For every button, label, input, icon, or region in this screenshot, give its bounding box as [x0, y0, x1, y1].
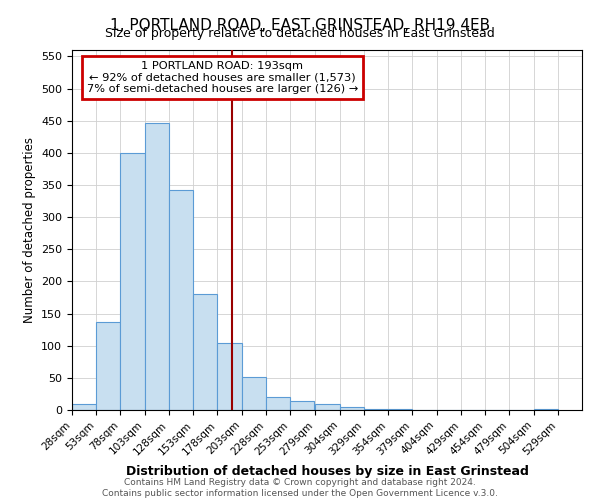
- Text: Contains HM Land Registry data © Crown copyright and database right 2024.
Contai: Contains HM Land Registry data © Crown c…: [102, 478, 498, 498]
- Bar: [193, 294, 217, 410]
- Y-axis label: Number of detached properties: Number of detached properties: [23, 137, 35, 323]
- Bar: [121, 153, 145, 410]
- Bar: [340, 407, 364, 410]
- Text: 1, PORTLAND ROAD, EAST GRINSTEAD, RH19 4EB: 1, PORTLAND ROAD, EAST GRINSTEAD, RH19 4…: [110, 18, 490, 32]
- Bar: [242, 376, 266, 410]
- Bar: [169, 190, 193, 410]
- X-axis label: Distribution of detached houses by size in East Grinstead: Distribution of detached houses by size …: [125, 465, 529, 478]
- Bar: [533, 408, 558, 410]
- Bar: [72, 404, 96, 410]
- Text: 1 PORTLAND ROAD: 193sqm
← 92% of detached houses are smaller (1,573)
7% of semi-: 1 PORTLAND ROAD: 193sqm ← 92% of detache…: [87, 61, 358, 94]
- Bar: [364, 408, 388, 410]
- Text: Size of property relative to detached houses in East Grinstead: Size of property relative to detached ho…: [105, 28, 495, 40]
- Bar: [217, 342, 242, 410]
- Bar: [266, 397, 290, 410]
- Bar: [290, 401, 314, 410]
- Bar: [96, 322, 121, 410]
- Bar: [316, 404, 340, 410]
- Bar: [145, 122, 169, 410]
